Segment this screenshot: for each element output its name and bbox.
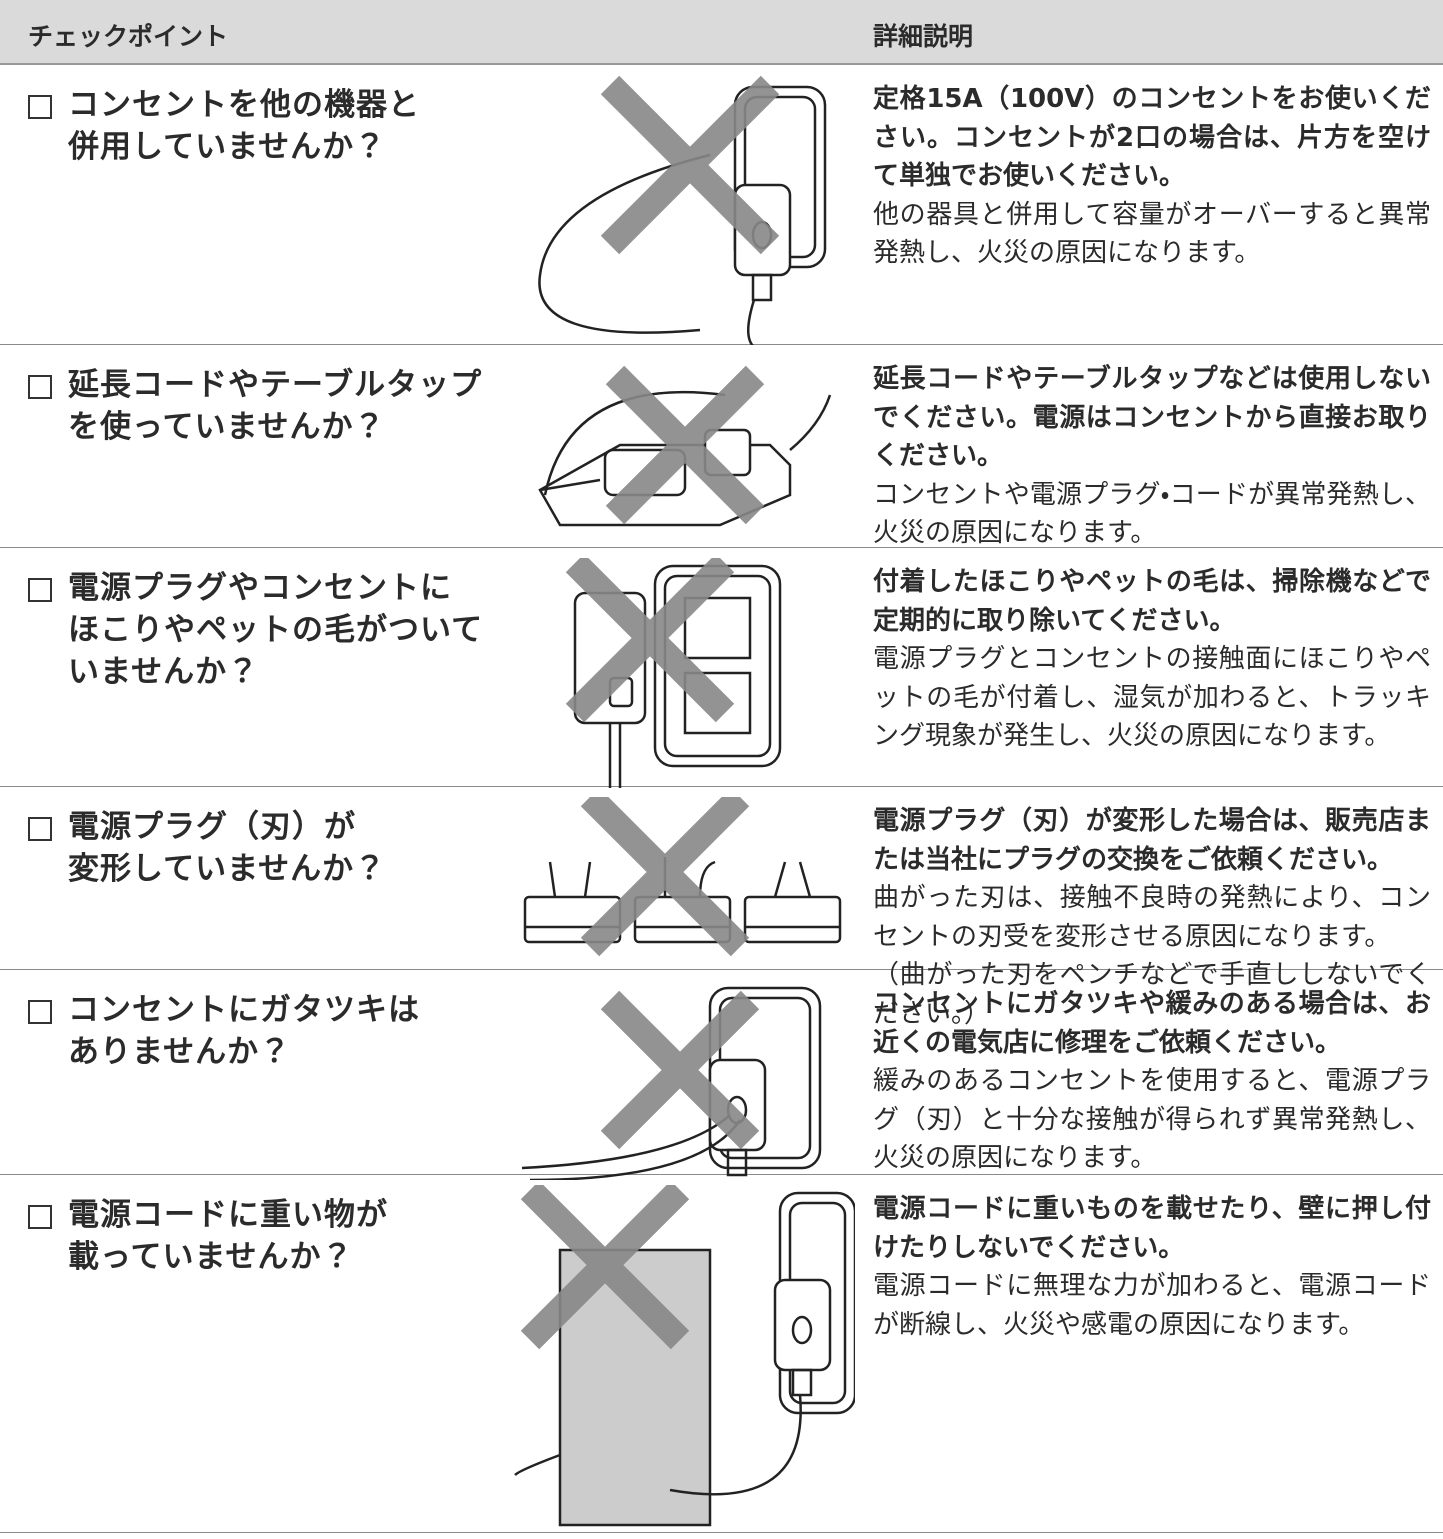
checkpoint-line: 電源コードに重い物が [68,1197,388,1233]
header-cell: 詳細説明 [873,22,974,51]
detail: コンセントにガタツキや緩みのある場合は、お近くの電気店に修理をご依頼ください。緩… [873,985,1431,1178]
detail: 電源コードに重いものを載せたり、壁に押し付けたりしないでください。 電源コードに無… [873,1190,1431,1344]
checkpoint: コンセントにガタツキは ありませんか？ [68,989,420,1073]
illustration-shape [580,787,750,957]
detail: 付着したほこりやペットの毛は、掃除機などで定期的に取り除いてください。電源プラグ… [873,563,1431,756]
detail-text: 曲がった刃は、接触不良時の発熱により、コンセントの刃受を変形させる原因になります… [873,883,1431,952]
illustration-shape [565,553,735,723]
illustration [510,980,855,1184]
illustration [510,75,855,352]
illustration-shape [600,75,780,255]
checkpoint-line: 載っていませんか？ [68,1239,354,1275]
table-row: 電源コードに重い物が 載っていませんか？ 電源コードに重いものを載せたり、壁に押し付… [0,1175,1443,1533]
illustration-shape [726,1148,748,1177]
checkbox [28,1205,52,1229]
checkbox [28,578,52,602]
illustration-shape [608,723,622,788]
illustration-shape [520,1180,690,1350]
checkpoint-line: を使っていませんか？ [68,409,386,445]
checkpoint-line: 電源プラグ（刃）が [68,809,356,845]
checkpoint: コンセントを他の機器と 併用していませんか？ [68,84,420,168]
detail-emphasis: 延長コードやテーブルタップなどは使用しないでください。電源はコンセントから直接お… [873,364,1431,471]
detail-text: 緩みのあるコンセントを使用すると、電源プラグ（刃）と十分な接触が得られず異常発熱… [873,1066,1431,1173]
detail: 定格15A（100V）のコンセントをお使いください。コンセントが2口の場合は、片… [873,80,1431,273]
illustration-shape [520,1180,690,1350]
illustration-shape [523,787,842,957]
illustration-shape [538,75,827,352]
detail-emphasis: 定格15A（100V）のコンセントをお使いください。コンセントが2口の場合は、片… [873,84,1431,191]
detail-emphasis: コンセントにガタツキや緩みのある場合は、お近くの電気店に修理をご依頼ください。 [873,989,1431,1058]
illustration-shape [521,986,822,1182]
checkpoint: 電源コードに重い物が 載っていませんか？ [68,1194,388,1278]
illustration [510,787,855,971]
illustration [510,1180,857,1539]
illustration-shape [565,553,735,723]
checkbox [28,1000,52,1024]
checkpoint: 電源プラグ（刃）が 変形していませんか？ [68,806,386,890]
table-header: チェックポイント 詳細説明 [0,0,1443,65]
header-cell: チェックポイント [28,22,229,51]
detail: 延長コードやテーブルタップなどは使用しないでください。電源はコンセントから直接お… [873,360,1431,553]
checkbox [28,95,52,119]
illustration-shape [791,1315,813,1345]
table-row: コンセントにガタツキは ありませんか？ コンセントにガタツキや緩みのある場合は、お近… [0,970,1443,1182]
checkpoint-line: 変形していませんか？ [68,851,387,887]
table-row: 電源プラグやコンセントに ほこりやペットの毛がついて いませんか？ 付着したほこりやペ… [0,548,1443,788]
illustration-shape [514,1180,857,1527]
illustration-shape [605,365,765,525]
checkpoint-line: コンセントにガタツキは [68,992,420,1028]
checkpoint-line: ほこりやペットの毛がついて [68,612,484,648]
checkpoint-line: 延長コードやテーブルタップ [68,367,483,403]
illustration-shape [605,365,765,525]
illustration-shape [539,390,832,496]
checkpoint: 電源プラグやコンセントに ほこりやペットの毛がついて いませんか？ [68,567,483,693]
checkpoint-line: ありませんか？ [68,1034,292,1070]
illustration-shape [600,990,760,1150]
checkbox [28,817,52,841]
checkpoint-line: コンセントを他の機器と [68,87,420,123]
detail-emphasis: 電源プラグ（刃）が変形した場合は、販売店または当社にプラグの交換をご依頼ください… [873,806,1431,875]
illustration-shape [751,273,773,302]
illustration [510,355,855,549]
illustration-shape [565,553,782,788]
checkpoint-line: 併用していませんか？ [68,129,387,165]
illustration-shape [773,1278,832,1372]
illustration-shape [600,990,760,1150]
illustration-shape [791,1368,813,1397]
illustration-shape [580,787,750,957]
table-row: コンセントを他の機器と 併用していませんか？ 定格15A（100V）のコンセントをお… [0,65,1443,352]
illustration-shape [538,153,761,352]
checkpoint-line: いませんか？ [68,654,260,690]
detail-text: コンセントや電源プラグ・コードが異常発熱し、火災の原因になります。 [873,479,1431,549]
table-row: 延長コードやテーブルタップ を使っていませんか？ 延長コードやテーブルタップなどは使… [0,345,1443,548]
detail-emphasis: 付着したほこりやペットの毛は、掃除機などで定期的に取り除いてください。 [873,567,1431,636]
detail-text: （曲がった刃をペンチなどで手直ししないでください。） [873,960,1431,1029]
illustration-shape [743,895,842,944]
illustration [510,553,855,792]
detail-text: 他の器具と併用して容量がオーバーすると異常発熱し、火災の原因になります。 [873,199,1431,269]
illustration-shape [538,365,832,527]
table-row: 電源プラグ（刃）が 変形していませんか？ 電源プラグ（刃）が変形した場合は、販売店ま… [0,787,1443,1029]
checkpoint: 延長コードやテーブルタップ を使っていませんか？ [68,364,482,448]
illustration-shape [600,75,780,255]
illustration-shape [683,596,752,660]
detail: 電源プラグ（刃）が変形した場合は、販売店または当社にプラグの交換をご依頼ください… [873,802,1431,1033]
detail-text: 電源コードに無理な力が加わると、電源コードが断線し、火災や感電の原因になります。 [873,1271,1431,1340]
illustration-shape [514,1394,802,1496]
checkbox [28,375,52,399]
detail-emphasis: 電源コードに重いものを載せたり、壁に押し付けたりしないでください。 [873,1194,1431,1263]
illustration-shape [683,671,752,735]
detail-text: 電源プラグとコンセントの接触面にほこりやペットの毛が付着し、湿気が加わると、トラ… [873,644,1431,751]
checkpoint-line: 電源プラグやコンセントに [68,570,452,606]
